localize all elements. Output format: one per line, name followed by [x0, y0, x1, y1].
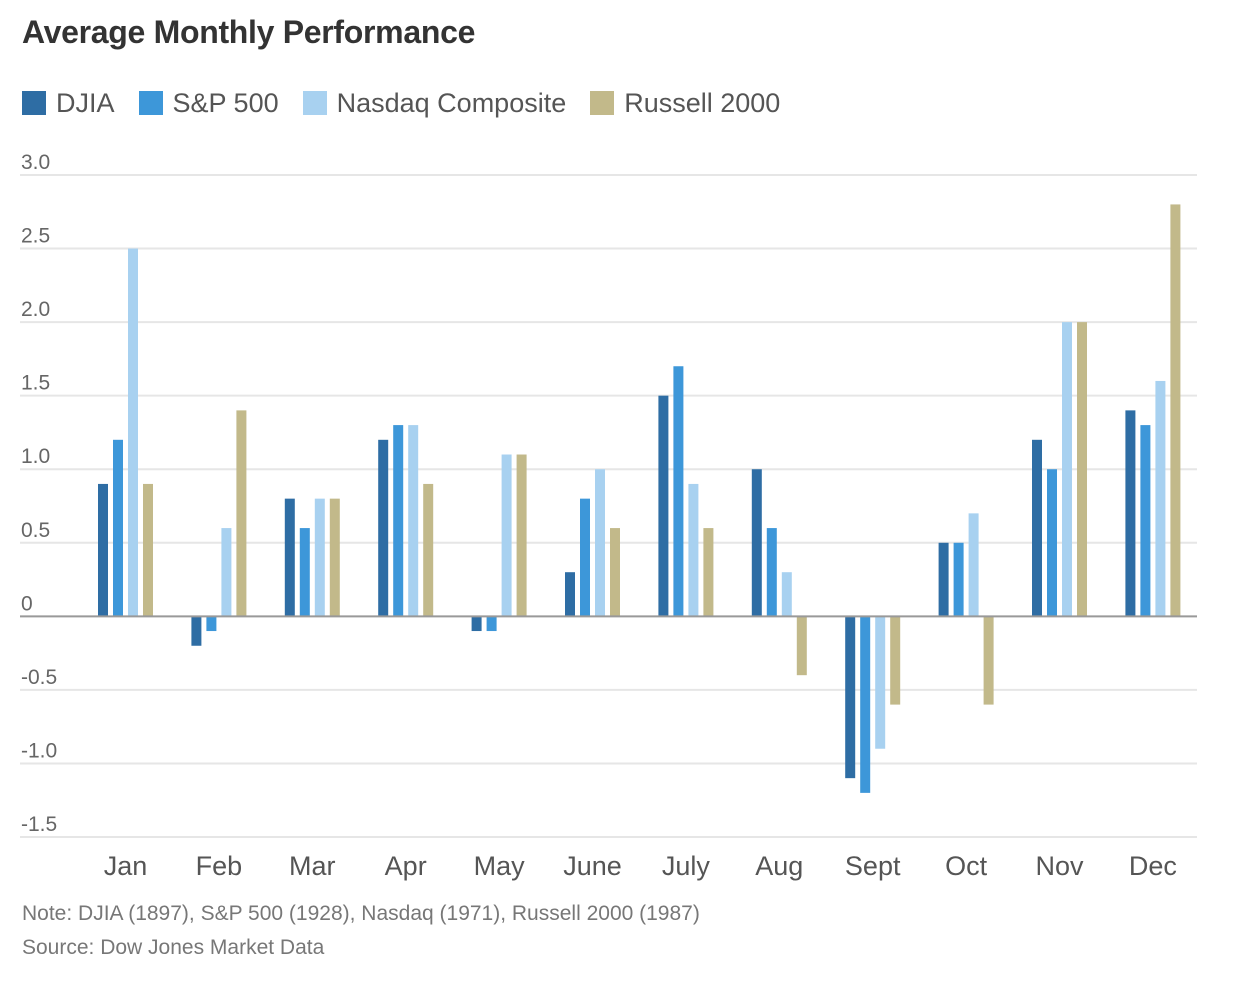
- bar-djia-aug: [751, 469, 762, 617]
- bar-nasdaq-composite-dec: [1155, 380, 1166, 617]
- bar-russell-2000-july: [703, 528, 714, 617]
- bar-s-p-500-oct: [953, 542, 964, 617]
- legend-swatch-sp500: [138, 91, 163, 115]
- chart-title: Average Monthly Performance: [22, 14, 476, 50]
- chart-legend: DJIA S&P 500 Nasdaq Composite Russell 20…: [22, 86, 804, 120]
- bar-russell-2000-feb: [236, 410, 247, 617]
- y-tick-label: 1.5: [21, 372, 50, 395]
- legend-label-sp500: S&P 500: [172, 87, 279, 118]
- legend-swatch-djia: [22, 91, 46, 115]
- bar-nasdaq-composite-sept: [875, 616, 886, 749]
- legend-swatch-nasdaq: [302, 91, 327, 115]
- bar-nasdaq-composite-apr: [408, 425, 419, 617]
- bar-nasdaq-composite-july: [688, 483, 699, 617]
- bar-russell-2000-june: [610, 528, 620, 617]
- y-tick-label: -1.5: [21, 813, 57, 836]
- chart-source: Source: Dow Jones Market Data: [22, 936, 325, 959]
- bar-russell-2000-apr: [423, 483, 434, 617]
- x-tick-label: Sept: [845, 851, 901, 881]
- bar-s-p-500-nov: [1047, 469, 1057, 617]
- x-tick-label: Aug: [755, 851, 803, 881]
- bar-djia-feb: [191, 616, 202, 646]
- bar-nasdaq-composite-oct: [968, 513, 979, 617]
- bar-nasdaq-composite-mar: [314, 498, 325, 617]
- x-tick-label: June: [563, 851, 622, 881]
- bar-russell-2000-may: [516, 454, 527, 617]
- x-tick-label: Mar: [289, 851, 336, 881]
- x-tick-label: July: [662, 851, 711, 881]
- bar-s-p-500-july: [673, 366, 684, 617]
- y-tick-label: -1.0: [21, 739, 57, 762]
- x-tick-label: Apr: [385, 851, 427, 881]
- bar-nasdaq-composite-may: [501, 454, 512, 617]
- bar-s-p-500-mar: [299, 528, 310, 617]
- bar-djia-apr: [378, 439, 389, 617]
- bar-s-p-500-dec: [1140, 425, 1151, 617]
- bar-djia-sept: [845, 616, 856, 779]
- bar-s-p-500-june: [580, 498, 590, 617]
- bar-s-p-500-jan: [113, 439, 123, 617]
- legend-label-nasdaq: Nasdaq Composite: [336, 87, 567, 118]
- legend-swatch-russell: [590, 91, 615, 115]
- legend-label-russell: Russell 2000: [624, 87, 781, 118]
- bar-nasdaq-composite-nov: [1062, 322, 1072, 617]
- y-tick-label: 2.5: [21, 225, 50, 248]
- bar-chart: 3.0 2.5 2.0 1.5 1.0 0.5 0 -0.5 -1.0 -1.5 Jan Feb Mar…: [20, 151, 1197, 881]
- bar-nasdaq-composite-june: [595, 469, 605, 617]
- x-tick-label: Oct: [945, 851, 988, 881]
- y-tick-label: 0.5: [21, 519, 50, 542]
- x-tick-label: Dec: [1129, 851, 1177, 881]
- bar-djia-june: [565, 572, 575, 617]
- bar-djia-mar: [284, 498, 295, 617]
- bar-russell-2000-dec: [1170, 204, 1181, 617]
- y-tick-label: -0.5: [21, 666, 57, 689]
- bar-russell-2000-oct: [983, 616, 994, 705]
- bar-djia-jan: [98, 483, 108, 617]
- legend-item-russell: Russell 2000: [590, 88, 780, 119]
- bar-s-p-500-aug: [766, 528, 777, 617]
- x-tick-label: Feb: [196, 851, 243, 881]
- bar-nasdaq-composite-jan: [128, 248, 138, 617]
- bar-nasdaq-composite-aug: [781, 572, 792, 617]
- chart-note: Note: DJIA (1897), S&P 500 (1928), Nasda…: [22, 902, 700, 925]
- bar-s-p-500-may: [486, 616, 497, 632]
- y-tick-label: 0: [21, 592, 33, 615]
- bar-djia-nov: [1032, 439, 1042, 617]
- bar-russell-2000-sept: [890, 616, 901, 705]
- bar-djia-oct: [938, 542, 949, 617]
- x-tick-label: Nov: [1035, 851, 1084, 881]
- legend-label-djia: DJIA: [56, 87, 115, 118]
- y-tick-label: 1.0: [21, 445, 50, 468]
- bar-s-p-500-feb: [206, 616, 217, 632]
- y-tick-label: 2.0: [21, 298, 50, 321]
- x-tick-label: Jan: [104, 851, 148, 881]
- bar-russell-2000-aug: [796, 616, 807, 676]
- y-tick-label: 3.0: [21, 151, 50, 174]
- bar-djia-may: [471, 616, 482, 632]
- bar-djia-dec: [1125, 410, 1136, 617]
- bar-s-p-500-sept: [860, 616, 871, 793]
- bar-russell-2000-jan: [143, 483, 153, 617]
- legend-item-sp500: S&P 500: [138, 87, 279, 119]
- bar-russell-2000-mar: [329, 498, 340, 617]
- legend-item-djia: DJIA: [22, 88, 115, 119]
- legend-item-nasdaq: Nasdaq Composite: [302, 87, 567, 119]
- bar-djia-july: [658, 395, 669, 617]
- bar-s-p-500-apr: [393, 425, 404, 617]
- x-tick-label: May: [474, 851, 526, 881]
- bar-russell-2000-nov: [1077, 322, 1087, 617]
- bar-nasdaq-composite-feb: [221, 528, 232, 617]
